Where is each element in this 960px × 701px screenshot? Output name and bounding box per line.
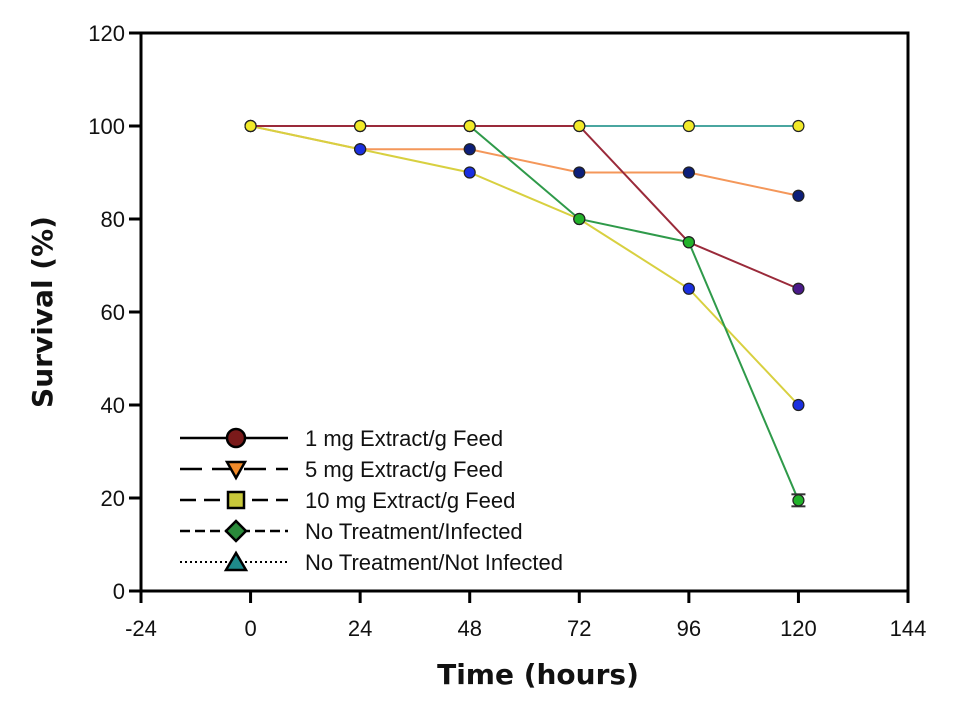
series-lines (250, 125, 800, 501)
x-tick-label: 144 (890, 616, 927, 641)
data-point (463, 119, 476, 133)
legend-label: No Treatment/Not Infected (305, 550, 563, 575)
y-tick-label: 120 (88, 21, 125, 46)
series-line (250, 125, 800, 406)
legend-triangle-marker (223, 550, 249, 572)
data-point (792, 494, 805, 507)
data-point (573, 119, 586, 133)
legend-circle-marker (225, 427, 247, 449)
y-tick-label: 0 (113, 579, 125, 604)
series-line (250, 125, 799, 290)
legend-square-marker (226, 490, 246, 510)
y-tick-label: 80 (101, 207, 125, 232)
x-tick-label: 0 (244, 616, 256, 641)
data-point (792, 282, 805, 295)
series-line (250, 125, 799, 197)
data-point (354, 143, 367, 156)
legend-item: No Treatment/Not Infected (180, 550, 563, 575)
data-point (463, 166, 476, 179)
x-tick-label: 48 (457, 616, 481, 641)
data-point (682, 236, 695, 249)
legend-diamond-marker (224, 519, 248, 543)
data-point (792, 189, 805, 202)
y-tick-label: 60 (101, 300, 125, 325)
legend: 1 mg Extract/g Feed 5 mg Extract/g Feed 10… (180, 426, 563, 575)
x-tick-label: 96 (677, 616, 701, 641)
x-tick-label: 120 (780, 616, 817, 641)
y-tick-label: 20 (101, 486, 125, 511)
data-point (573, 166, 586, 179)
data-point (682, 166, 695, 179)
legend-triangle-down-marker (224, 460, 248, 481)
legend-label: No Treatment/Infected (305, 519, 523, 544)
x-axis-ticks: -24 0 24 48 72 96 120 144 (125, 591, 926, 641)
data-point (354, 119, 367, 133)
data-point (792, 119, 805, 133)
data-point (463, 143, 476, 156)
x-tick-label: 24 (348, 616, 372, 641)
legend-item: No Treatment/Infected (180, 519, 523, 544)
x-axis-title: Time (hours) (437, 658, 639, 691)
data-point (682, 119, 695, 133)
y-axis-ticks: 0 20 40 60 80 100 120 (88, 21, 141, 604)
series-markers (244, 119, 806, 508)
y-tick-label: 100 (88, 114, 125, 139)
data-point (573, 212, 586, 226)
x-tick-label: 72 (567, 616, 591, 641)
y-tick-label: 40 (101, 393, 125, 418)
data-point (682, 282, 695, 295)
x-tick-label: -24 (125, 616, 157, 641)
data-point (792, 398, 805, 412)
legend-item: 1 mg Extract/g Feed (180, 426, 503, 451)
legend-label: 1 mg Extract/g Feed (305, 426, 503, 451)
y-axis-title: Survival (%) (26, 216, 59, 408)
data-point (244, 119, 257, 133)
legend-label: 10 mg Extract/g Feed (305, 488, 515, 513)
legend-label: 5 mg Extract/g Feed (305, 457, 503, 482)
legend-item: 10 mg Extract/g Feed (180, 488, 515, 513)
legend-item: 5 mg Extract/g Feed (180, 457, 503, 482)
